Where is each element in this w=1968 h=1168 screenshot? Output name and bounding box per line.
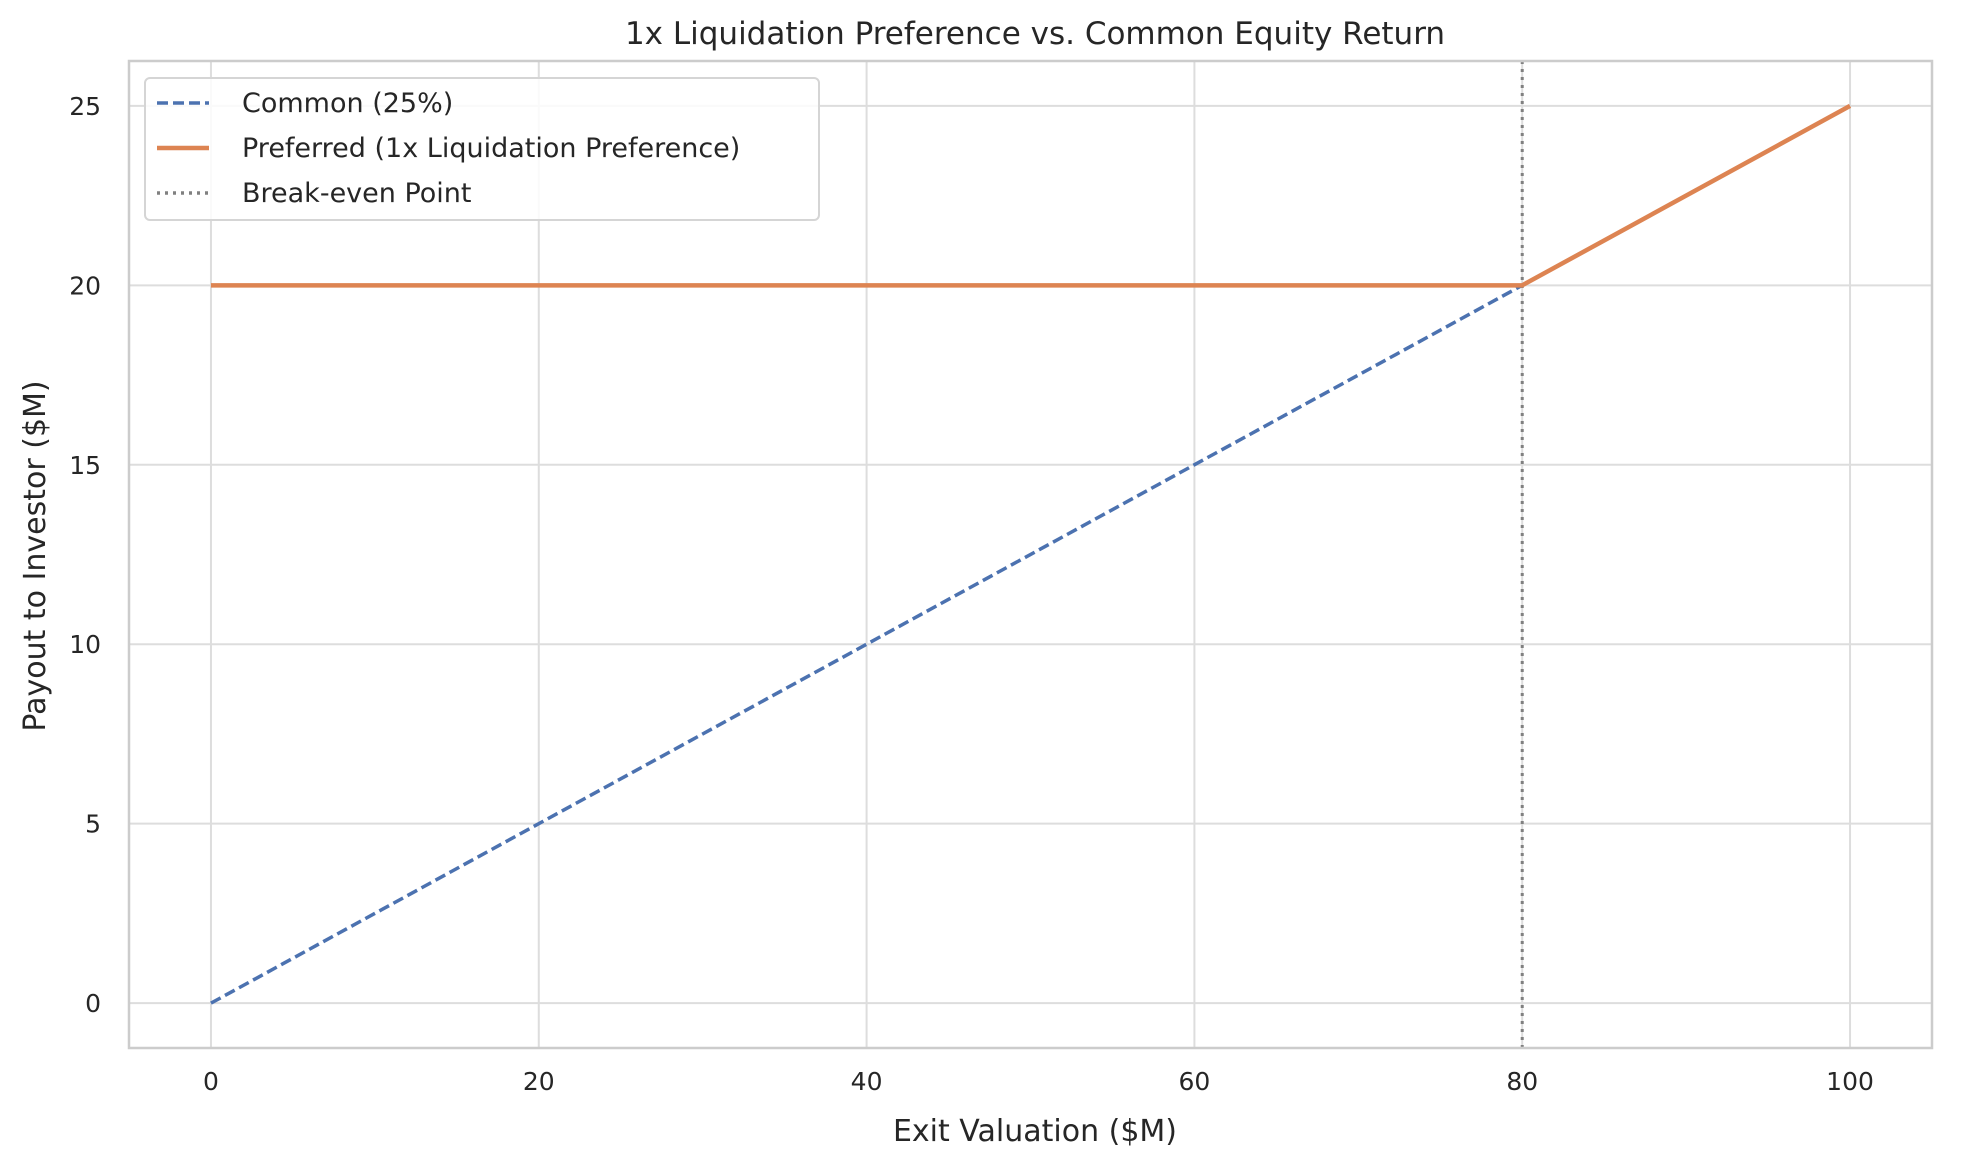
y-tick-label: 15 xyxy=(69,451,101,480)
chart-title: 1x Liquidation Preference vs. Common Equ… xyxy=(625,16,1445,52)
y-tick-label: 25 xyxy=(69,92,101,121)
y-axis-ticks: 0 5 10 15 20 25 xyxy=(69,92,101,1018)
y-axis-label: Payout to Investor ($M) xyxy=(18,380,53,731)
legend: Common (25%) Preferred (1x Liquidation Pr… xyxy=(144,77,820,221)
x-tick-label: 20 xyxy=(523,1067,555,1096)
y-tick-label: 20 xyxy=(69,271,101,300)
y-tick-label: 0 xyxy=(85,989,101,1018)
x-axis-ticks: 0 20 40 60 80 100 xyxy=(203,1067,1874,1096)
x-tick-label: 100 xyxy=(1826,1067,1874,1096)
x-tick-label: 80 xyxy=(1506,1067,1538,1096)
y-tick-label: 10 xyxy=(69,630,101,659)
x-axis-label: Exit Valuation ($M) xyxy=(893,1114,1177,1149)
series-layer xyxy=(210,61,1852,1048)
legend-entry-label: Break-even Point xyxy=(242,178,472,209)
x-tick-label: 60 xyxy=(1179,1067,1211,1096)
plot-frame xyxy=(127,59,1934,1050)
preferred-series-line xyxy=(210,103,1852,288)
legend-entry-label: Common (25%) xyxy=(242,88,453,119)
y-tick-label: 5 xyxy=(85,810,101,839)
legend-entry-label: Preferred (1x Liquidation Preference) xyxy=(242,133,740,164)
x-tick-label: 40 xyxy=(851,1067,883,1096)
legend-box xyxy=(144,77,820,221)
x-tick-label: 0 xyxy=(203,1067,219,1096)
